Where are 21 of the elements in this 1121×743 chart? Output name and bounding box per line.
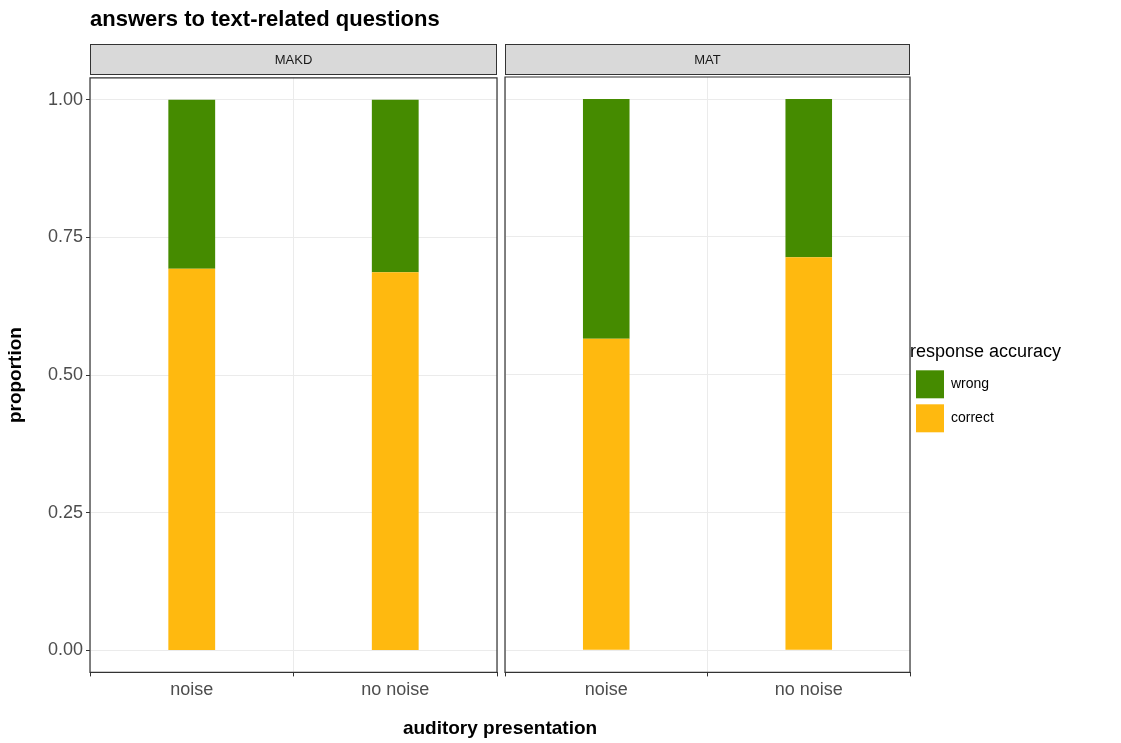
chart-title: answers to text-related questions <box>90 6 440 32</box>
x-tick-label: no noise <box>361 679 430 700</box>
chart-subtitle: MAKD <box>90 44 497 75</box>
bar <box>168 268 216 650</box>
y-axis-title: proportion <box>3 327 25 424</box>
x-axis-title: auditory presentation <box>401 717 599 739</box>
legend-title: response accuracy <box>910 340 1062 361</box>
legend-label: correct <box>951 409 994 426</box>
y-tick-label: 0.25 <box>47 501 83 522</box>
x-tick-label: noise <box>584 679 628 700</box>
bar <box>371 99 419 273</box>
y-tick-label: 1.00 <box>47 88 83 109</box>
legend-label: wrong <box>950 375 990 392</box>
y-tick-label: 0.75 <box>47 226 83 247</box>
chart-subtitle: MAT <box>505 44 910 75</box>
bar <box>168 99 216 269</box>
bar <box>371 272 419 650</box>
y-tick-label: 0.50 <box>47 364 83 385</box>
y-tick-label: 0.00 <box>47 639 83 660</box>
x-tick-label: no noise <box>774 679 843 700</box>
x-tick-label: noise <box>170 679 214 700</box>
